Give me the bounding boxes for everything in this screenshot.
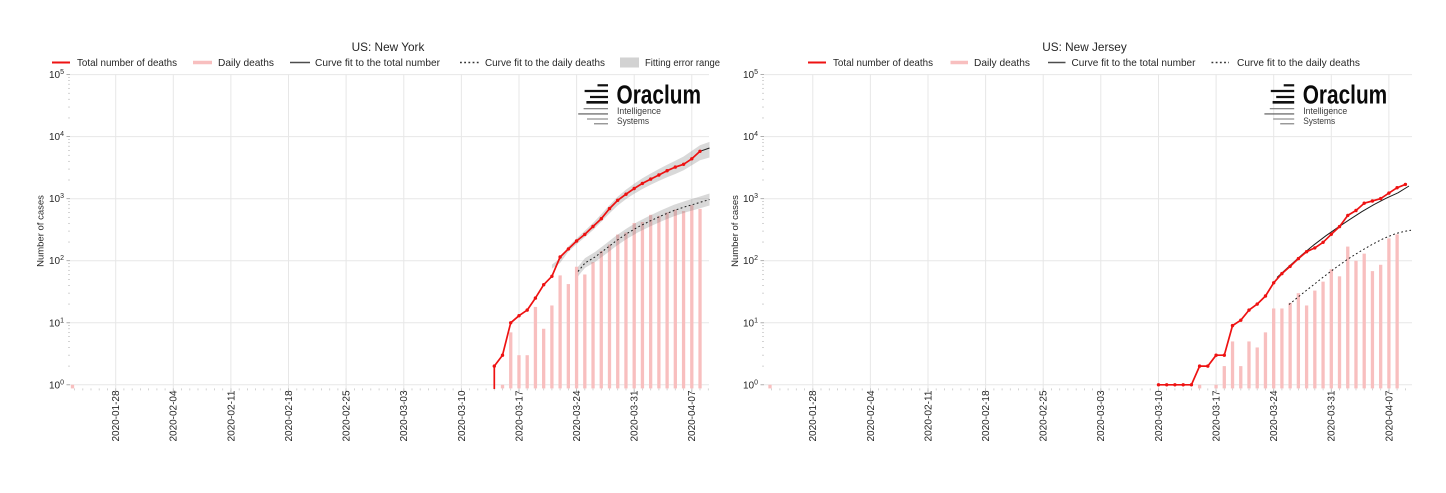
- svg-text:Oraclum: Oraclum: [617, 81, 702, 109]
- svg-text:2020-02-04: 2020-02-04: [866, 390, 877, 441]
- svg-text:US: New York: US: New York: [352, 40, 425, 54]
- svg-text:Systems: Systems: [1303, 116, 1335, 126]
- svg-text:2020-03-17: 2020-03-17: [1212, 390, 1223, 441]
- svg-text:Fitting error range: Fitting error range: [645, 58, 720, 69]
- svg-text:Intelligence: Intelligence: [1303, 106, 1347, 116]
- svg-text:Total number of deaths: Total number of deaths: [77, 58, 177, 69]
- svg-text:2020-02-18: 2020-02-18: [981, 390, 992, 441]
- svg-text:2020-02-18: 2020-02-18: [284, 390, 295, 441]
- svg-text:Curve fit to the total number: Curve fit to the total number: [1072, 58, 1197, 69]
- svg-text:2020-03-24: 2020-03-24: [572, 390, 583, 441]
- svg-text:Curve fit to the daily deaths: Curve fit to the daily deaths: [485, 58, 605, 69]
- svg-text:2020-02-25: 2020-02-25: [1039, 390, 1050, 441]
- svg-text:US: New Jersey: US: New Jersey: [1042, 40, 1127, 54]
- svg-text:2020-02-11: 2020-02-11: [923, 390, 934, 441]
- svg-text:Daily deaths: Daily deaths: [218, 58, 274, 69]
- svg-text:Oraclum: Oraclum: [1303, 81, 1388, 109]
- svg-text:Intelligence: Intelligence: [617, 106, 661, 116]
- svg-text:Curve fit to the total number: Curve fit to the total number: [315, 58, 441, 69]
- svg-text:2020-04-07: 2020-04-07: [1384, 390, 1395, 441]
- svg-text:Systems: Systems: [617, 116, 649, 126]
- svg-text:2020-03-24: 2020-03-24: [1269, 390, 1280, 441]
- svg-text:Number of cases: Number of cases: [730, 195, 741, 267]
- svg-text:2020-01-28: 2020-01-28: [808, 390, 819, 441]
- svg-text:2020-01-28: 2020-01-28: [111, 390, 122, 441]
- svg-text:2020-04-07: 2020-04-07: [687, 390, 698, 441]
- svg-text:2020-02-11: 2020-02-11: [226, 390, 237, 441]
- svg-text:2020-02-04: 2020-02-04: [169, 390, 180, 441]
- svg-text:Curve fit to the daily deaths: Curve fit to the daily deaths: [1237, 58, 1360, 69]
- svg-text:Daily deaths: Daily deaths: [974, 58, 1030, 69]
- svg-text:2020-02-25: 2020-02-25: [342, 390, 353, 441]
- svg-text:2020-03-03: 2020-03-03: [399, 390, 410, 441]
- svg-text:2020-03-17: 2020-03-17: [514, 390, 525, 441]
- svg-text:2020-03-31: 2020-03-31: [630, 390, 641, 441]
- svg-text:Total number of deaths: Total number of deaths: [833, 58, 933, 69]
- svg-text:2020-03-31: 2020-03-31: [1327, 390, 1338, 441]
- svg-text:2020-03-03: 2020-03-03: [1096, 390, 1107, 441]
- svg-text:2020-03-10: 2020-03-10: [457, 390, 468, 441]
- svg-text:2020-03-10: 2020-03-10: [1154, 390, 1165, 441]
- svg-text:Number of cases: Number of cases: [36, 195, 47, 267]
